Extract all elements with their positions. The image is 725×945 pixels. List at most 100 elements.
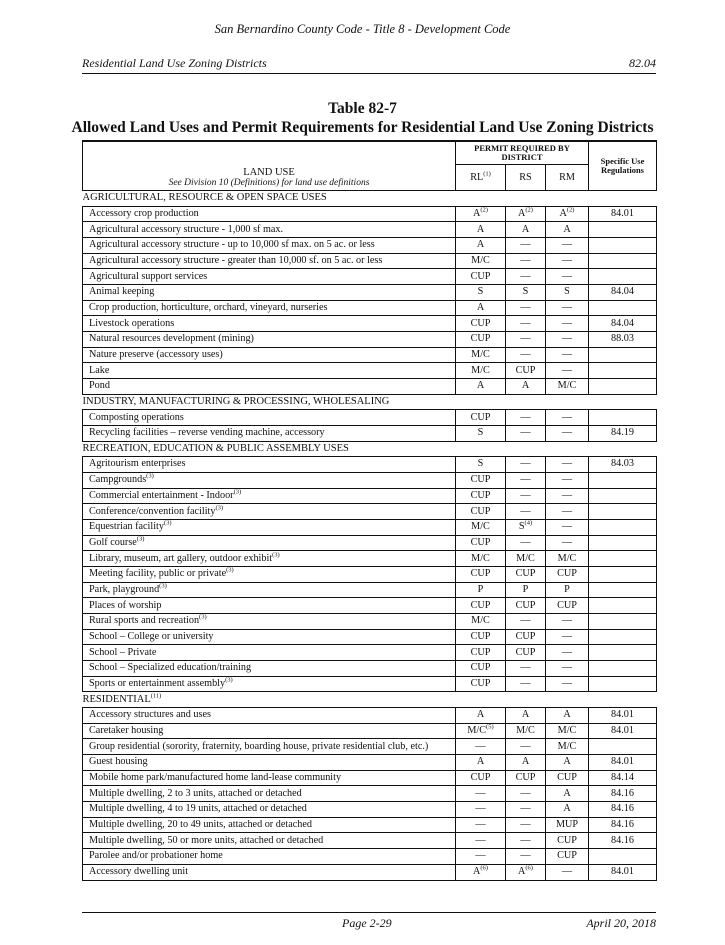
permit-value: S bbox=[477, 286, 484, 298]
permit-rl-cell: P bbox=[455, 581, 506, 599]
land-use-text: Recycling facilities – reverse vending m… bbox=[89, 427, 325, 439]
specific-use-cell: 88.03 bbox=[588, 331, 658, 348]
permit-value: — bbox=[475, 803, 486, 815]
table-row: Agricultural accessory structure - great… bbox=[82, 252, 658, 270]
permit-rm-cell: — bbox=[544, 644, 590, 662]
permit-rm-cell: A bbox=[544, 221, 590, 238]
permit-value: A bbox=[473, 207, 481, 219]
specific-use-cell bbox=[588, 675, 658, 693]
land-use-cell: Meeting facility, public or private(3) bbox=[82, 565, 456, 583]
permit-rs-cell: — bbox=[505, 613, 546, 630]
permit-value: — bbox=[520, 254, 531, 266]
table-row: Agricultural accessory structure - up to… bbox=[82, 236, 658, 254]
permit-rl-cell: CUP bbox=[455, 471, 506, 489]
specific-use-cell bbox=[588, 738, 658, 755]
permit-rl-cell: — bbox=[455, 801, 506, 818]
land-use-text: Multiple dwelling, 50 or more units, att… bbox=[89, 834, 324, 846]
district-rs-header: RS bbox=[505, 164, 546, 191]
permit-rm-cell: CUP bbox=[544, 832, 590, 850]
permit-rl-cell: CUP bbox=[455, 628, 506, 646]
land-use-text: Library, museum, art gallery, outdoor ex… bbox=[89, 552, 273, 564]
land-use-text: Pond bbox=[89, 380, 110, 392]
land-use-text: Accessory structures and uses bbox=[89, 709, 211, 721]
permit-value: — bbox=[520, 427, 531, 439]
permit-value: CUP bbox=[515, 631, 536, 643]
land-use-cell: Agricultural accessory structure - up to… bbox=[82, 236, 456, 254]
permit-value: A bbox=[563, 803, 571, 815]
running-header: San Bernardino County Code - Title 8 - D… bbox=[214, 22, 511, 36]
permit-value: CUP bbox=[515, 599, 536, 611]
permit-value: CUP bbox=[470, 568, 491, 580]
permit-value: CUP bbox=[470, 474, 491, 486]
land-use-cell: Mobile home park/manufactured home land-… bbox=[82, 769, 456, 787]
land-use-text: Natural resources development (mining) bbox=[89, 333, 254, 345]
permit-value: — bbox=[561, 615, 573, 627]
permit-rl-cell: M/C bbox=[455, 613, 506, 630]
permit-value: — bbox=[475, 834, 486, 846]
land-use-cell: Places of worship bbox=[82, 597, 456, 614]
permit-rl-cell: CUP bbox=[455, 315, 506, 332]
permit-value: A bbox=[518, 207, 526, 219]
land-use-text: Agritourism enterprises bbox=[89, 458, 186, 470]
permit-value: — bbox=[520, 834, 531, 846]
permit-rs-cell: — bbox=[505, 503, 546, 520]
permit-rm-cell: A bbox=[544, 706, 590, 724]
permit-rm-cell: — bbox=[544, 315, 590, 332]
specific-use-cell bbox=[588, 362, 658, 380]
district-rl-header: RL(1) bbox=[455, 164, 506, 191]
permit-value: CUP bbox=[557, 772, 577, 784]
permit-value: A bbox=[521, 380, 530, 392]
specific-use-cell bbox=[588, 628, 658, 646]
permit-value: CUP bbox=[515, 568, 536, 580]
land-use-cell: School – College or university bbox=[82, 628, 456, 646]
permit-value: M/C bbox=[471, 521, 490, 533]
permit-value: — bbox=[520, 615, 531, 627]
land-use-cell: Recycling facilities – reverse vending m… bbox=[82, 424, 456, 442]
permit-rm-cell: A(2) bbox=[544, 205, 590, 223]
specific-use-cell bbox=[588, 409, 658, 426]
permit-rl-cell: S bbox=[455, 283, 506, 301]
specific-use-cell bbox=[588, 346, 658, 364]
land-use-cell: Caretaker housing bbox=[82, 722, 456, 740]
land-use-cell: Livestock operations bbox=[82, 315, 456, 332]
permit-value: — bbox=[520, 489, 531, 501]
permit-value: M/C bbox=[471, 615, 490, 627]
permit-value: A bbox=[476, 239, 485, 251]
specific-use-cell bbox=[588, 644, 658, 662]
land-use-text: Agricultural accessory structure - great… bbox=[89, 254, 383, 266]
permit-rl-cell: M/C bbox=[455, 550, 506, 567]
permit-rs-cell: — bbox=[505, 785, 546, 803]
permit-rl-cell: CUP bbox=[455, 644, 506, 662]
table-row: Places of worship CUP CUP CUP bbox=[82, 597, 658, 614]
land-use-cell: Multiple dwelling, 50 or more units, att… bbox=[82, 832, 456, 850]
permit-rm-cell: — bbox=[544, 346, 590, 364]
table-row: Caretaker housing M/C(5) M/C M/C 84.01 bbox=[82, 722, 658, 740]
permit-value: A bbox=[476, 301, 485, 313]
table-row: Multiple dwelling, 2 to 3 units, attache… bbox=[82, 785, 658, 803]
permit-value: — bbox=[561, 317, 573, 329]
permit-value: — bbox=[561, 333, 573, 345]
table-row: Composting operations CUP — — bbox=[82, 409, 658, 426]
section-header: Residential Land Use Zoning Districts 82… bbox=[82, 56, 656, 74]
land-use-cell: Equestrian facility(3) bbox=[82, 518, 456, 536]
permit-rs-cell: CUP bbox=[505, 362, 546, 380]
permit-rm-cell: — bbox=[544, 252, 590, 270]
permit-value: CUP bbox=[470, 411, 491, 423]
permit-value: CUP bbox=[470, 505, 491, 517]
specific-use-cell: 84.16 bbox=[588, 785, 658, 803]
permit-rm-cell: — bbox=[544, 503, 590, 520]
permit-rs-cell: S(4) bbox=[505, 518, 546, 536]
permit-rs-cell: A bbox=[505, 706, 546, 724]
permit-value: — bbox=[520, 536, 531, 548]
land-use-text: Places of worship bbox=[89, 599, 162, 611]
permit-value: M/C bbox=[471, 254, 490, 266]
specific-use-cell bbox=[588, 848, 658, 865]
table-row: Multiple dwelling, 20 to 49 units, attac… bbox=[82, 816, 658, 834]
permit-value: CUP bbox=[470, 631, 491, 643]
permit-value: S bbox=[518, 521, 525, 533]
land-use-cell: Animal keeping bbox=[82, 283, 456, 301]
permit-rs-cell: S bbox=[505, 283, 546, 301]
section-heading: AGRICULTURAL, RESOURCE & OPEN SPACE USES bbox=[82, 190, 657, 207]
permit-rl-cell: M/C bbox=[455, 346, 506, 364]
permit-value: — bbox=[475, 850, 486, 862]
